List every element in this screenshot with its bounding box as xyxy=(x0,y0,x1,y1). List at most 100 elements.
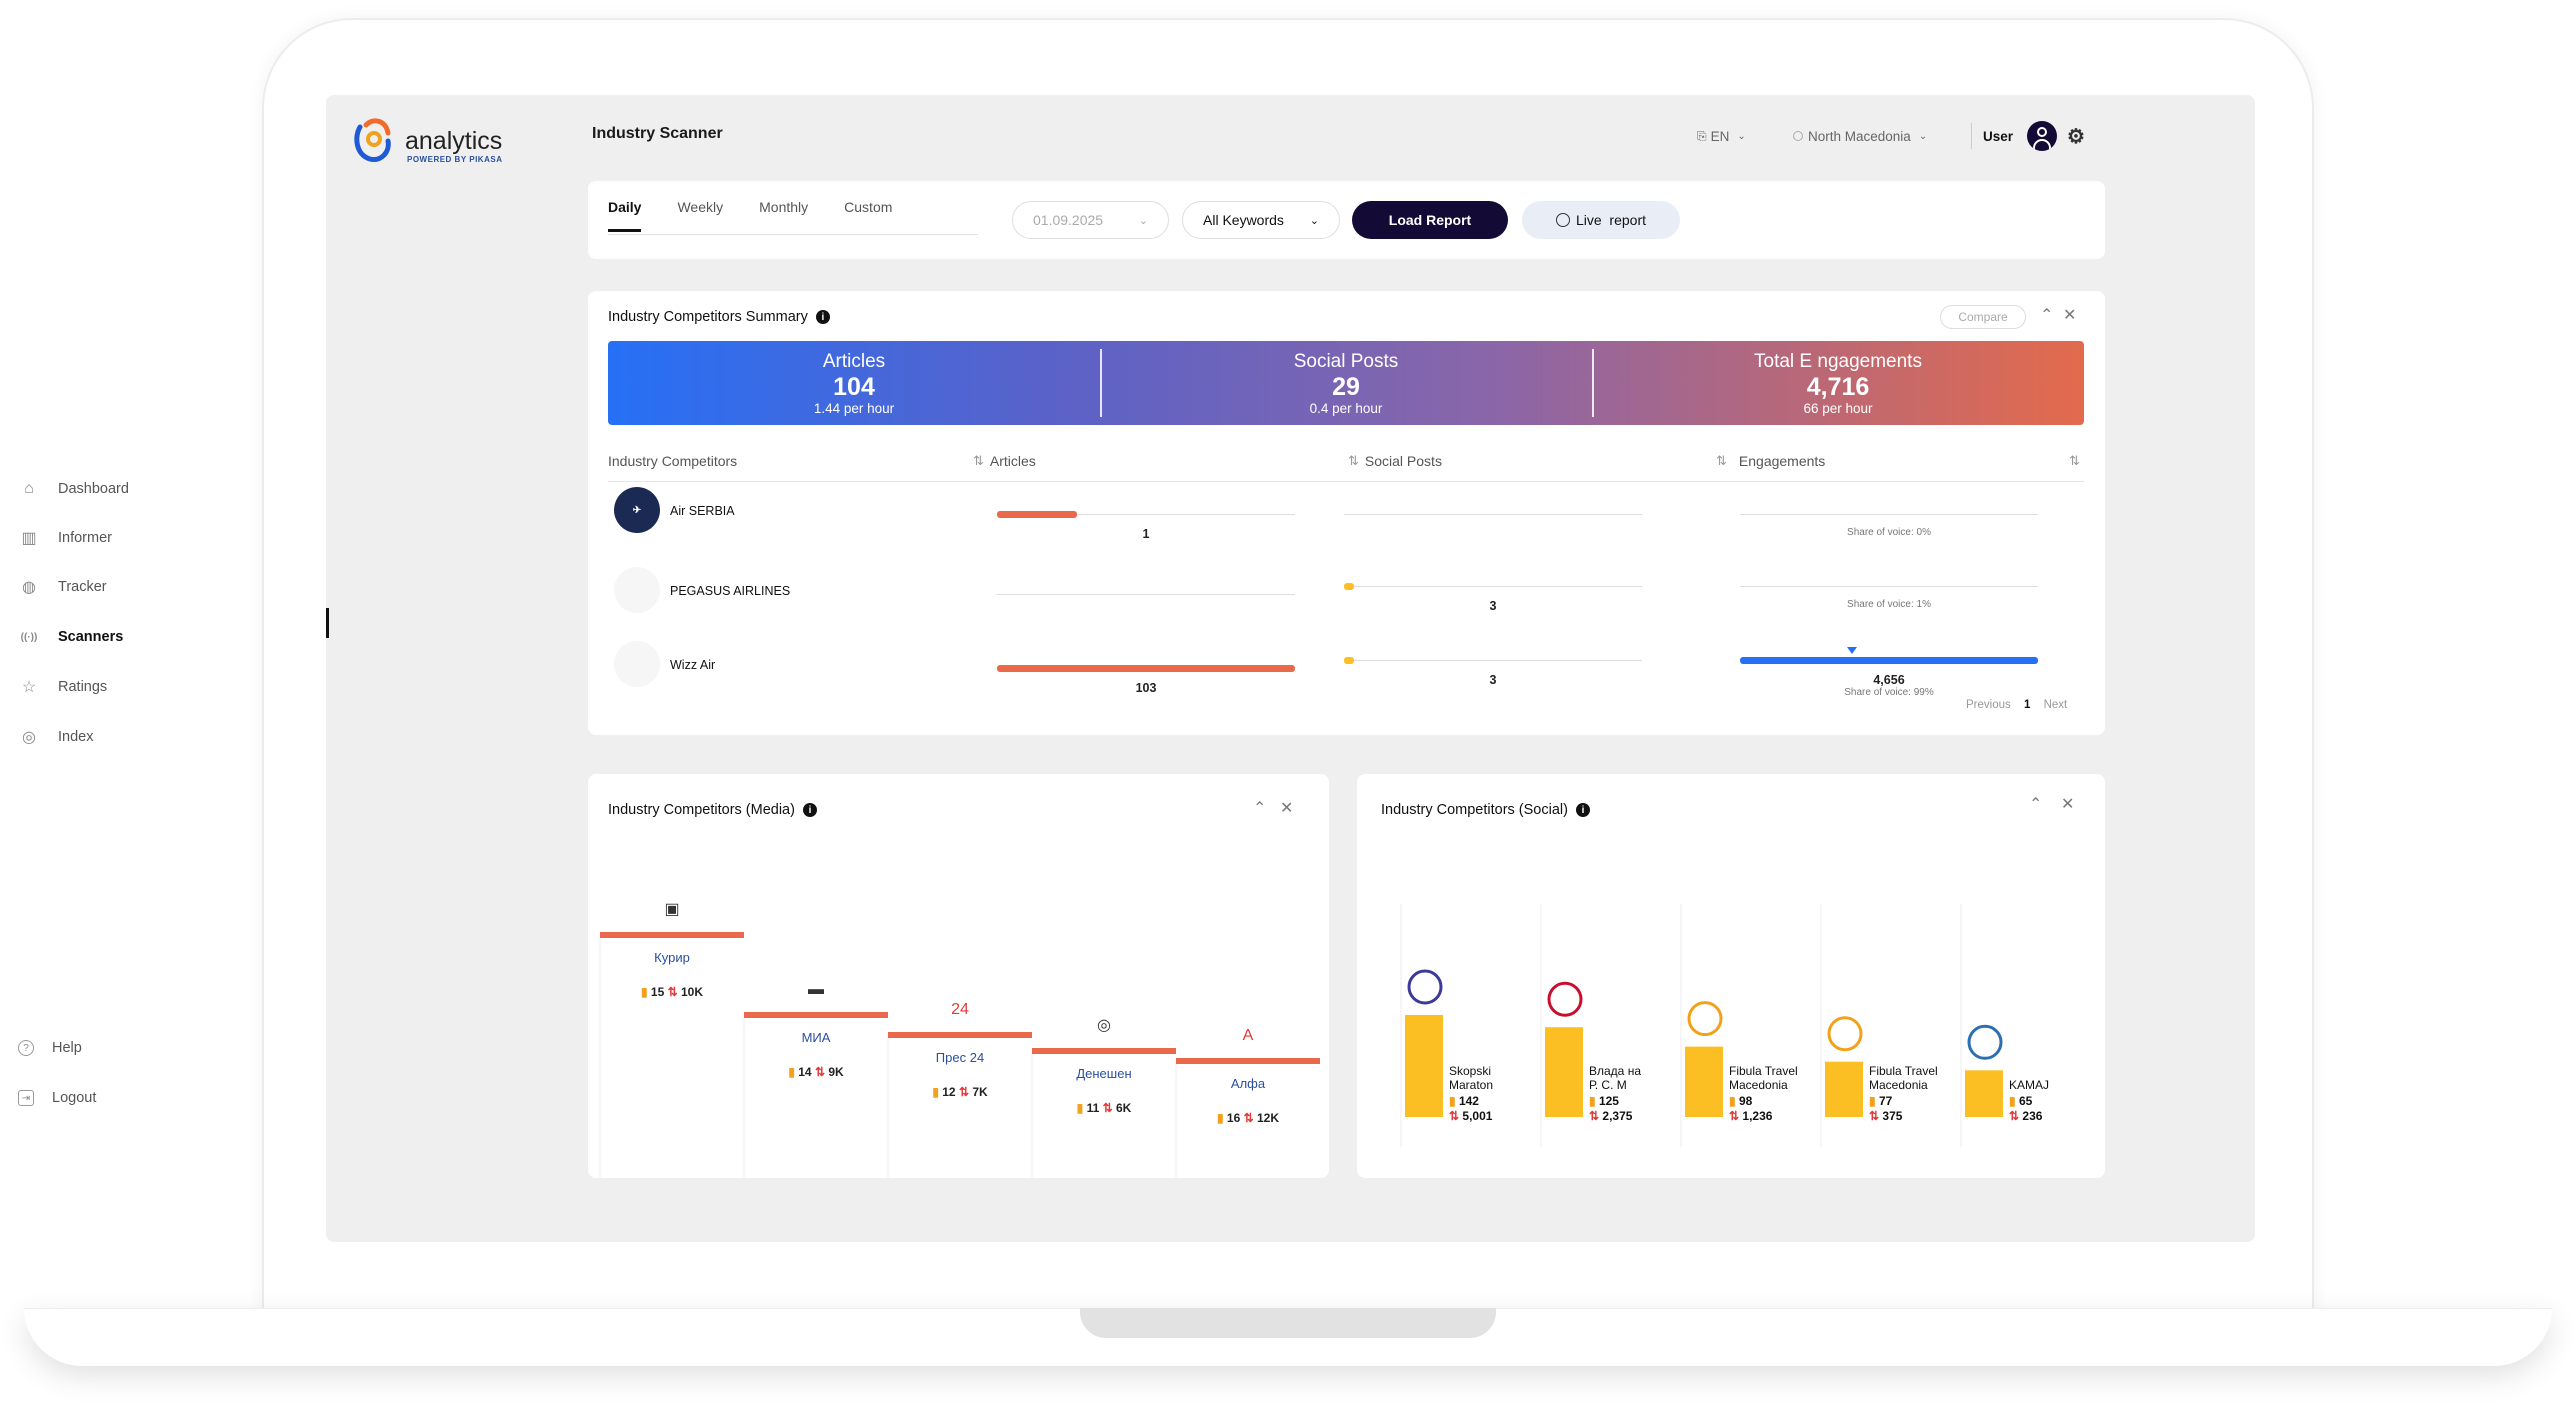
info-icon[interactable]: i xyxy=(802,803,817,817)
engagements-track xyxy=(1740,514,2038,515)
header-divider xyxy=(1971,123,1972,149)
live-report-button[interactable]: Live report xyxy=(1522,201,1680,239)
tab-weekly[interactable]: Weekly xyxy=(677,199,724,215)
engagements-count: ⇅ 236 xyxy=(2009,1109,2043,1123)
tab-custom[interactable]: Custom xyxy=(844,199,893,215)
collapse-icon[interactable]: ⌃ xyxy=(2040,307,2054,324)
tab-monthly[interactable]: Monthly xyxy=(759,199,809,215)
country-selector[interactable]: North Macedonia ⌄ xyxy=(1793,118,1927,154)
collapse-icon[interactable]: ⌃ xyxy=(2029,796,2043,813)
articles-count: 14 xyxy=(795,1065,815,1079)
media-card: Industry Competitors (Media) i ⌃ ✕ ▣ Кури… xyxy=(588,774,1329,1178)
col-label: Engagements xyxy=(1738,453,1826,469)
sidebar-item-ratings[interactable]: ☆ Ratings xyxy=(18,675,107,699)
tab-daily[interactable]: Daily xyxy=(608,199,642,232)
social-card: Industry Competitors (Social) i ⌃ ✕ Skop… xyxy=(1357,774,2105,1178)
media-outlet-label: Денешен xyxy=(1076,1066,1131,1081)
load-report-button[interactable]: Load Report xyxy=(1352,201,1508,239)
sidebar-item-dashboard[interactable]: ⌂ Dashboard xyxy=(18,477,129,501)
competitor-name: Air SERBIA xyxy=(670,504,735,518)
date-picker[interactable]: 01.09.2025 ⌄ xyxy=(1012,201,1169,239)
media-bar xyxy=(744,1012,888,1018)
sidebar-item-help[interactable]: ? Help xyxy=(18,1036,82,1060)
user-menu[interactable]: User ⚙ xyxy=(1983,118,2085,154)
chevron-down-icon: ⌄ xyxy=(1138,214,1148,227)
media-bar xyxy=(1176,1058,1320,1064)
close-icon[interactable]: ✕ xyxy=(2063,307,2077,324)
col-header-social-posts[interactable]: ⇅ Social Posts xyxy=(1348,453,1442,469)
pager: Previous 1 Next xyxy=(1966,699,2067,711)
engagements-value: 4,656 xyxy=(1873,673,1905,687)
articles-count: 11 xyxy=(1083,1101,1102,1115)
user-name: User xyxy=(1983,128,2014,144)
col-header-engagements[interactable]: ⇅ Engagements xyxy=(1716,453,1825,469)
tracker-icon: ◍ xyxy=(22,579,36,596)
keywords-value: All Keywords xyxy=(1203,212,1284,228)
sidebar-item-index[interactable]: ◎ Index xyxy=(18,725,93,749)
sidebar-item-label: Logout xyxy=(52,1090,97,1106)
social-page-label: Fibula Travel Macedonia xyxy=(1869,1064,1938,1092)
period-tabs: Daily Weekly Monthly Custom xyxy=(608,199,928,232)
help-icon: ? xyxy=(18,1040,34,1056)
media-stats: ▮ 16 ⇅ 12K xyxy=(1217,1111,1279,1125)
close-icon[interactable]: ✕ xyxy=(2061,796,2075,813)
globe-icon xyxy=(1793,131,1803,141)
engagements-count: 6K xyxy=(1113,1101,1132,1115)
articles-count: 15 xyxy=(648,985,668,999)
sidebar-item-informer[interactable]: ▥ Informer xyxy=(18,526,112,550)
sort-icon[interactable]: ⇅ xyxy=(2069,453,2080,468)
summary-metric: Social Posts 29 0.4 per hour xyxy=(1100,341,1592,425)
bookmark-icon: ▮ xyxy=(1077,1101,1084,1115)
laptop-notch xyxy=(1080,1308,1496,1338)
settings-icon[interactable]: ⚙ xyxy=(2067,125,2085,148)
info-icon[interactable]: i xyxy=(815,310,830,324)
social-page-label: Влада на Р. С. М xyxy=(1589,1064,1641,1092)
media-stats: ▮ 12 ⇅ 7K xyxy=(932,1085,988,1099)
pager-next[interactable]: Next xyxy=(2043,699,2068,711)
share-of-voice: Share of voice: 1% xyxy=(1847,599,1931,610)
media-outlet-label: Алфа xyxy=(1231,1076,1266,1091)
collapse-icon[interactable]: ⌃ xyxy=(1253,800,1267,817)
close-icon[interactable]: ✕ xyxy=(1280,800,1294,817)
engagements-count: ⇅ 375 xyxy=(1869,1109,1903,1123)
filter-bar: Daily Weekly Monthly Custom 01.09.2025 ⌄ Al… xyxy=(588,181,2105,259)
pager-previous[interactable]: Previous xyxy=(1966,699,2011,711)
sidebar-item-tracker[interactable]: ◍ Tracker xyxy=(18,575,107,599)
keywords-select[interactable]: All Keywords ⌄ xyxy=(1182,201,1340,239)
posts-count: ▮ 98 xyxy=(1729,1094,1753,1108)
live-report-label: Live report xyxy=(1575,212,1647,228)
social-title: Industry Competitors (Social) i xyxy=(1381,802,1590,818)
compare-button[interactable]: Compare xyxy=(1940,305,2026,329)
sidebar-item-scanners[interactable]: ((·)) Scanners xyxy=(18,625,124,649)
bookmark-icon: ▮ xyxy=(1217,1111,1224,1125)
page-title: Industry Scanner xyxy=(592,125,723,142)
logo-name: analytics xyxy=(405,127,503,155)
engagements-count: 10K xyxy=(678,985,704,999)
social-page-icon xyxy=(1547,981,1583,1017)
translate-icon: ⎘ xyxy=(1697,128,1707,143)
language-selector[interactable]: ⎘ EN ⌄ xyxy=(1697,118,1746,154)
info-icon[interactable]: i xyxy=(1575,803,1590,817)
bookmark-icon: ▮ xyxy=(932,1085,939,1099)
home-icon: ⌂ xyxy=(24,480,34,497)
pager-page[interactable]: 1 xyxy=(2023,699,2031,711)
media-bar xyxy=(888,1032,1032,1038)
sidebar-item-logout[interactable]: ⇥ Logout xyxy=(18,1086,96,1110)
media-stats: ▮ 14 ⇅ 9K xyxy=(788,1065,844,1079)
col-header-articles[interactable]: ⇅ Articles xyxy=(973,453,1036,469)
col-header-competitors: Industry Competitors xyxy=(608,453,737,469)
social-track xyxy=(1344,660,1642,661)
star-icon: ☆ xyxy=(21,679,37,696)
metric-value: 104 xyxy=(833,372,875,401)
app-logo[interactable]: analytics POWERED BY PIKASA xyxy=(352,115,522,175)
media-outlet-label: Прес 24 xyxy=(936,1050,984,1065)
engagements-count: 7K xyxy=(969,1085,988,1099)
avatar[interactable] xyxy=(2027,121,2058,151)
logout-icon: ⇥ xyxy=(18,1090,34,1106)
metric-rate: 1.44 per hour xyxy=(813,400,895,416)
posts-count: ▮ 65 xyxy=(2009,1094,2033,1108)
logo-powered-by: POWERED BY PIKASA xyxy=(407,155,503,164)
articles-value: 103 xyxy=(1135,681,1157,695)
social-track xyxy=(1344,586,1642,587)
social-bar xyxy=(1344,583,1354,590)
